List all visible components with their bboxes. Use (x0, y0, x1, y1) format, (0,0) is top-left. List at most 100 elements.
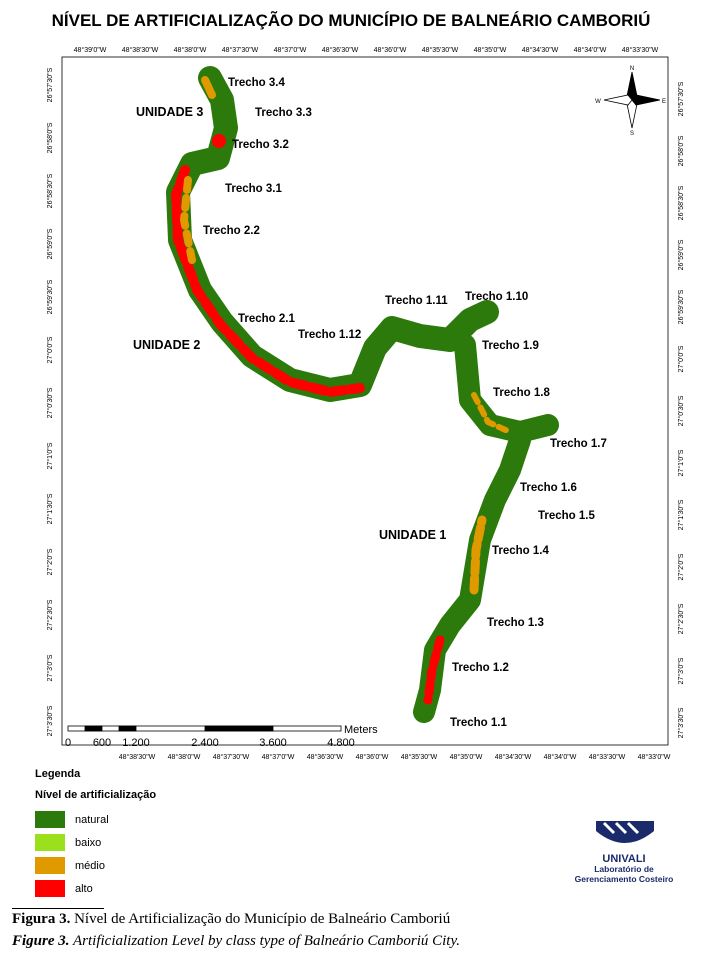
latitude-label: 27°3'0"S (46, 654, 54, 681)
scale-bar (67, 725, 342, 732)
caption-label: Figura 3. (12, 911, 71, 927)
longitude-label: 48°39'0"W (74, 46, 107, 54)
longitude-label: 48°37'0"W (274, 46, 307, 54)
segment-label: Trecho 2.1 (238, 313, 295, 325)
latitude-label: 26°58'30"S (677, 185, 685, 220)
longitude-label: 48°37'0"W (262, 753, 295, 761)
caption-pt: Figura 3. Nível de Artificialização do M… (12, 911, 450, 928)
logo-text: Laboratório de (594, 864, 654, 874)
segment-label: Trecho 3.1 (225, 183, 282, 195)
compass-letter: E (662, 99, 666, 105)
segment-label: Trecho 1.11 (385, 295, 448, 307)
longitude-label: 48°34'30"W (495, 753, 532, 761)
caption-en: Figure 3. Artificialization Level by cla… (12, 933, 460, 950)
logo-mark (596, 821, 654, 843)
longitude-label: 48°37'30"W (222, 46, 259, 54)
latitude-label: 26°57'30"S (677, 81, 685, 116)
latitude-label: 27°2'0"S (46, 548, 54, 575)
segment-label: Trecho 2.2 (203, 225, 260, 237)
longitude-label: 48°33'0"W (638, 753, 671, 761)
segment-label: Trecho 1.2 (452, 662, 509, 674)
longitude-label: 48°34'30"W (522, 46, 559, 54)
segment-label: Trecho 1.8 (493, 387, 550, 399)
longitude-label: 48°35'30"W (401, 753, 438, 761)
compass-letter: N (630, 66, 634, 72)
latitude-label: 27°2'0"S (677, 553, 685, 580)
longitude-label: 48°38'30"W (122, 46, 159, 54)
segment-label: Trecho 1.6 (520, 482, 577, 494)
latitude-label: 27°3'0"S (677, 657, 685, 684)
longitude-label: 48°36'0"W (356, 753, 389, 761)
segment-label: Trecho 1.1 (450, 717, 507, 729)
latitude-label: 27°3'30"S (677, 707, 685, 738)
latitude-label: 26°58'30"S (46, 173, 54, 208)
longitude-label: 48°34'0"W (574, 46, 607, 54)
compass-letter: S (630, 131, 634, 137)
latitude-label: 27°2'30"S (46, 599, 54, 630)
segment-label: Trecho 3.2 (232, 139, 289, 151)
longitude-label: 48°36'30"W (307, 753, 344, 761)
segment-label: Trecho 1.10 (465, 291, 528, 303)
latitude-label: 27°1'0"S (677, 449, 685, 476)
longitude-label: 48°38'30"W (119, 753, 156, 761)
legend-label: alto (75, 883, 93, 895)
compass-letter: W (595, 99, 601, 105)
latitude-label: 26°59'0"S (677, 239, 685, 270)
longitude-label: 48°38'0"W (168, 753, 201, 761)
legend-swatch (35, 880, 65, 897)
scale-label: 3.600 (259, 737, 287, 749)
longitude-label: 48°34'0"W (544, 753, 577, 761)
latitude-label: 26°58'0"S (677, 135, 685, 166)
segment-label: Trecho 1.5 (538, 510, 595, 522)
segment-label: Trecho 3.4 (228, 77, 285, 89)
unit-label: UNIDADE 3 (136, 105, 203, 119)
scale-label: 600 (93, 737, 111, 749)
longitude-label: 48°38'0"W (174, 46, 207, 54)
latitude-label: 26°59'30"S (677, 289, 685, 324)
unit-label: UNIDADE 1 (379, 528, 446, 542)
scale-label: 0 (65, 737, 71, 749)
latitude-label: 27°1'30"S (46, 493, 54, 524)
longitude-label: 48°35'30"W (422, 46, 459, 54)
caption-label: Figure 3. (12, 933, 70, 949)
map-frame (61, 56, 669, 746)
logo-text: Gerenciamento Costeiro (575, 874, 674, 884)
scale-label: 4.800 (327, 737, 355, 749)
scale-unit: Meters (344, 724, 378, 736)
caption-rule (12, 908, 104, 909)
segment-label: Trecho 1.3 (487, 617, 544, 629)
scale-label: 2.400 (191, 737, 219, 749)
longitude-label: 48°36'0"W (374, 46, 407, 54)
latitude-label: 26°59'30"S (46, 279, 54, 314)
unit-label: UNIDADE 2 (133, 338, 200, 352)
latitude-label: 27°1'30"S (677, 499, 685, 530)
logo-name: UNIVALI (602, 853, 645, 865)
longitude-label: 48°36'30"W (322, 46, 359, 54)
legend-label: baixo (75, 837, 101, 849)
caption-text: Artificialization Level by class type of… (73, 933, 461, 949)
legend-label: médio (75, 860, 105, 872)
latitude-label: 27°0'0"S (677, 345, 685, 372)
map-title: NÍVEL DE ARTIFICIALIZAÇÃO DO MUNICÍPIO D… (52, 10, 651, 30)
latitude-label: 27°0'30"S (677, 395, 685, 426)
caption-text: Nível de Artificialização do Município d… (74, 911, 451, 927)
latitude-label: 27°0'0"S (46, 336, 54, 363)
legend-swatch (35, 811, 65, 828)
longitude-label: 48°33'30"W (589, 753, 626, 761)
segment-label: Trecho 1.12 (298, 329, 361, 341)
legend-title: Legenda (35, 768, 81, 780)
latitude-label: 27°1'0"S (46, 442, 54, 469)
map-figure: NÍVEL DE ARTIFICIALIZAÇÃO DO MUNICÍPIO D… (35, 10, 685, 897)
longitude-label: 48°37'30"W (213, 753, 250, 761)
latitude-label: 27°0'30"S (46, 387, 54, 418)
latitude-label: 26°58'0"S (46, 122, 54, 153)
legend-subtitle: Nível de artificialização (35, 789, 156, 801)
latitude-label: 26°59'0"S (46, 228, 54, 259)
segment-label: Trecho 3.3 (255, 107, 312, 119)
segment-label: Trecho 1.4 (492, 545, 549, 557)
river (166, 66, 559, 723)
longitude-label: 48°35'0"W (450, 753, 483, 761)
legend-label: natural (75, 814, 109, 826)
latitude-label: 27°2'30"S (677, 603, 685, 634)
